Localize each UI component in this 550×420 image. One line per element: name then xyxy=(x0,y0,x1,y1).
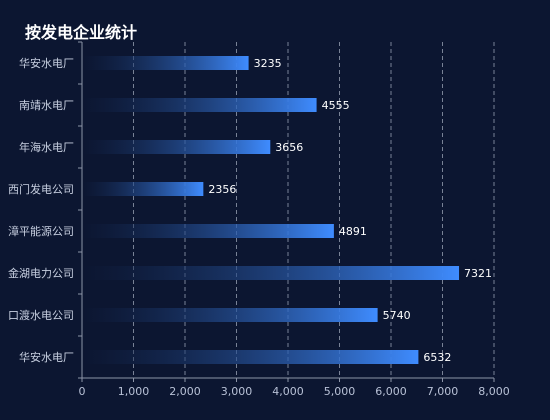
y-category-label: 金湖电力公司 xyxy=(8,266,74,280)
x-tick-label: 2,000 xyxy=(169,385,201,398)
x-tick-label: 5,000 xyxy=(324,385,356,398)
bar-value-label: 5740 xyxy=(383,309,411,322)
bar-value-label: 2356 xyxy=(208,183,236,196)
bar-value-label: 3235 xyxy=(254,57,282,70)
labels: 0 1,000 2,000 3,000 4,000 5,000 6,000 7,000 8,00… xyxy=(8,56,510,398)
bar xyxy=(83,140,271,154)
chart-title: 按发电企业统计 xyxy=(25,23,138,42)
x-tick-label: 7,000 xyxy=(427,385,459,398)
y-category-label: 年海水电厂 xyxy=(19,140,74,154)
bar xyxy=(83,266,460,280)
gridlines xyxy=(133,42,495,378)
x-tick-label: 8,000 xyxy=(478,385,510,398)
bar-value-label: 7321 xyxy=(464,267,492,280)
axes xyxy=(78,41,495,382)
y-category-label: 南靖水电厂 xyxy=(19,99,74,112)
x-tick-label: 6,000 xyxy=(375,385,407,398)
y-category-label: 华安水电厂 xyxy=(19,350,74,364)
y-category-label: 华安水电厂 xyxy=(19,56,74,70)
bar xyxy=(83,182,204,196)
x-tick-label: 3,000 xyxy=(221,385,253,398)
bars xyxy=(83,56,460,364)
bar xyxy=(83,98,317,112)
x-tick-label: 0 xyxy=(79,385,86,398)
bar xyxy=(83,224,334,238)
bar xyxy=(83,56,249,70)
x-tick-label: 4,000 xyxy=(272,385,304,398)
x-tick-label: 1,000 xyxy=(118,385,150,398)
bar-value-label: 6532 xyxy=(423,351,451,364)
bar xyxy=(83,308,378,322)
y-category-label: 口渡水电公司 xyxy=(8,308,74,322)
bar xyxy=(83,350,419,364)
bar-value-label: 4891 xyxy=(339,225,367,238)
y-category-label: 西门发电公司 xyxy=(8,182,74,196)
bar-value-label: 4555 xyxy=(322,99,350,112)
bar-value-label: 3656 xyxy=(275,141,303,154)
y-category-label: 漳平能源公司 xyxy=(8,224,74,238)
